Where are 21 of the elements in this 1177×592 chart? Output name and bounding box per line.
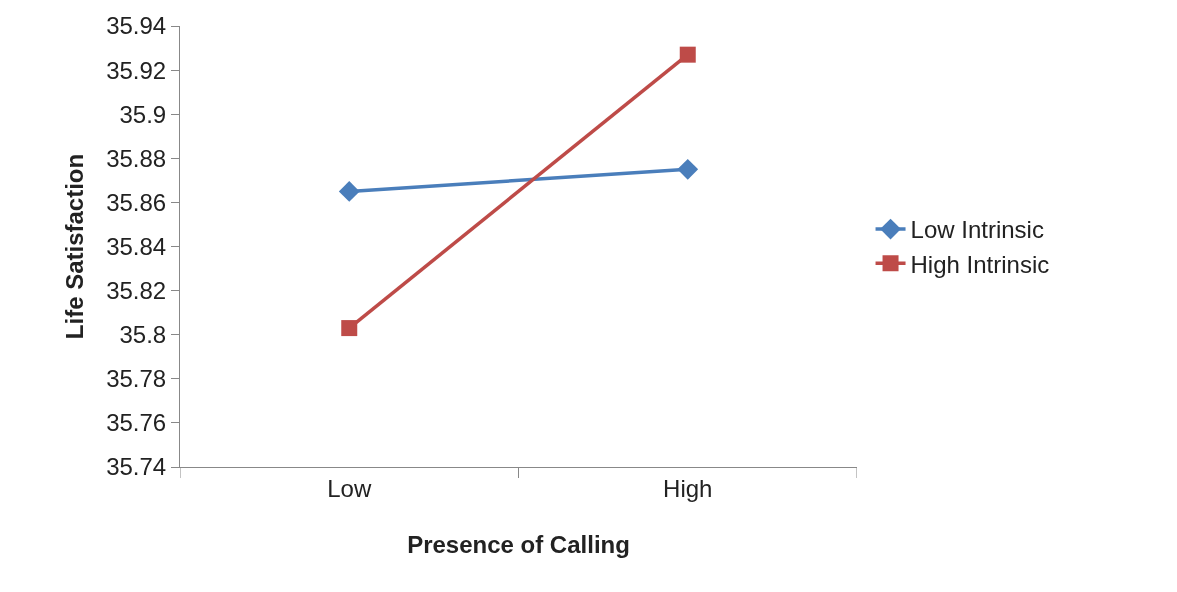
y-tick-label: 35.94: [106, 12, 167, 40]
y-tick-label: 35.74: [106, 453, 167, 481]
point: [338, 180, 360, 202]
point: [679, 46, 696, 63]
y-tick-label: 35.86: [106, 188, 167, 216]
y-tick-label: 35.92: [106, 56, 167, 84]
y-tick-label: 35.78: [106, 365, 167, 393]
point: [677, 158, 699, 180]
y-tick-label: 35.9: [119, 100, 167, 128]
x-axis-title: Presence of Calling: [407, 531, 630, 559]
y-tick-label: 35.76: [106, 409, 167, 437]
point: [341, 320, 358, 337]
x-tick-label: Low: [327, 474, 372, 502]
x-tick-label: High: [663, 474, 713, 502]
legend-label: Low Intrinsic: [910, 216, 1044, 244]
legend-label: High Intrinsic: [910, 250, 1050, 278]
y-axis-title: Life Satisfaction: [61, 153, 89, 340]
y-tick-label: 35.88: [106, 144, 167, 172]
y-tick-label: 35.82: [106, 277, 167, 304]
y-tick-label: 35.8: [119, 321, 167, 349]
y-tick-label: 35.84: [106, 232, 167, 260]
